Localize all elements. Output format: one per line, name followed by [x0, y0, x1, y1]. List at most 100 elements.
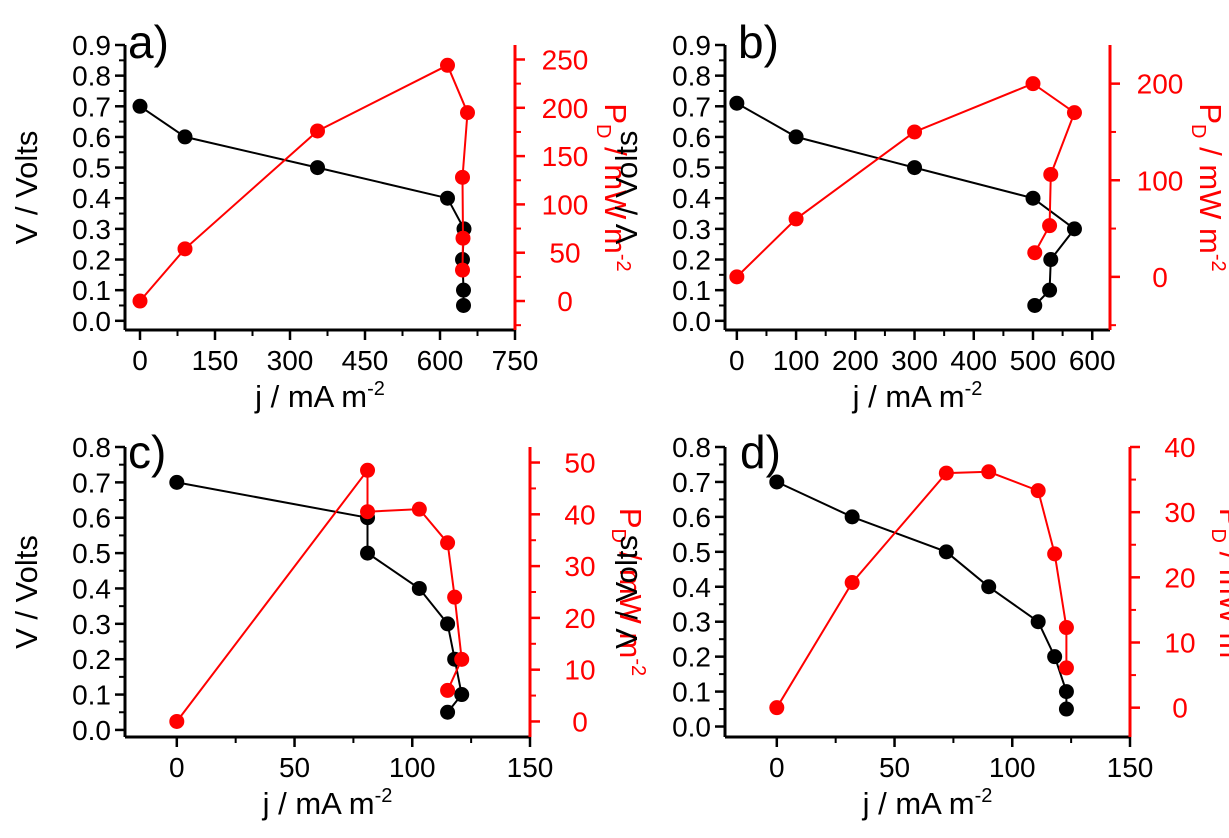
left-y-tick-label: 0.3 [672, 607, 711, 638]
right-y-tick-label: 40 [1164, 432, 1195, 463]
voltage-data-point [1042, 282, 1058, 298]
voltage-data-point [1058, 684, 1074, 700]
right-y-title-rest: / mW m [613, 543, 648, 658]
power-data-point [1058, 660, 1074, 676]
voltage-data-point [169, 474, 185, 490]
right-y-title-superscript: -2 [1207, 254, 1229, 272]
right-y-tick-label: 250 [542, 44, 589, 75]
power-data-point [455, 169, 470, 185]
left-y-tick-label: 0.6 [672, 122, 711, 153]
x-tick-label: 300 [267, 345, 314, 376]
voltage-data-point [1066, 221, 1082, 237]
left-y-tick-label: 0.3 [72, 609, 111, 640]
x-tick-label: 400 [950, 345, 997, 376]
power-data-point [360, 504, 376, 520]
x-tick-label: 100 [389, 752, 436, 783]
right-y-tick-label: 10 [1164, 628, 1195, 659]
power-data-point [981, 464, 997, 480]
right-y-title-rest: / mW m [598, 138, 633, 253]
x-tick-label: 50 [279, 752, 310, 783]
left-y-tick-label: 0.9 [672, 30, 711, 61]
right-y-title-main: P [613, 508, 648, 529]
power-data-point [460, 105, 475, 121]
right-y-tick-label: 30 [1164, 497, 1195, 528]
voltage-data-point [456, 297, 471, 313]
power-data-point [455, 262, 470, 278]
power-data-point [169, 713, 185, 729]
right-y-axis-title: PD / mW m-2 [607, 508, 649, 676]
left-y-axis-title: V / Volts [609, 535, 644, 649]
voltage-data-point [907, 160, 923, 176]
left-y-tick-label: 0.6 [672, 502, 711, 533]
left-y-tick-label: 0.2 [672, 642, 711, 673]
power-data-point [729, 269, 745, 285]
right-y-tick-label: 20 [1164, 562, 1195, 593]
x-tick-label: 0 [169, 752, 185, 783]
right-y-title-subscript: D [1207, 529, 1229, 543]
x-tick-label: 600 [417, 345, 464, 376]
voltage-data-point [440, 616, 456, 632]
left-y-tick-label: 0.2 [72, 245, 111, 276]
x-tick-label: 300 [891, 345, 938, 376]
x-tick-label: 0 [769, 752, 785, 783]
x-tick-label: 200 [832, 345, 879, 376]
voltage-data-point [1058, 701, 1074, 717]
x-axis-title-main: j / mA m [254, 379, 367, 414]
power-data-point [411, 501, 427, 517]
voltage-series-line [176, 481, 463, 713]
left-y-tick-label: 0.1 [72, 680, 111, 711]
power-data-point [938, 465, 954, 481]
right-y-tick-label: 20 [564, 603, 595, 634]
x-axis-title-superscript: -2 [367, 378, 385, 400]
right-y-title-main: P [1193, 103, 1228, 124]
power-data-point [844, 575, 860, 591]
voltage-data-point [981, 579, 997, 595]
voltage-data-point [360, 545, 376, 561]
left-y-tick-label: 0.8 [672, 61, 711, 92]
voltage-data-point [1025, 190, 1041, 206]
voltage-data-point [1043, 252, 1059, 268]
left-y-tick-label: 0.0 [672, 712, 711, 743]
left-y-tick-label: 0.1 [672, 677, 711, 708]
power-data-point [177, 241, 193, 257]
right-y-tick-label: 0 [572, 706, 588, 737]
right-y-tick-label: 200 [1137, 69, 1184, 100]
right-y-axis-title: PD / mW m-2 [1187, 103, 1229, 271]
x-axis-title-main: j / mA m [862, 786, 975, 821]
right-y-tick-label: 0 [1152, 262, 1168, 293]
x-axis-title: j / mA m-2 [262, 785, 393, 821]
panel-label: b) [738, 16, 779, 68]
power-data-point [132, 293, 148, 309]
x-tick-label: 600 [1069, 345, 1116, 376]
right-y-title-superscript: -2 [627, 658, 649, 676]
left-y-tick-label: 0.8 [672, 432, 711, 463]
power-data-point [440, 57, 455, 73]
left-y-axis-title: V / Volts [609, 131, 644, 245]
chart-panel-d: 0 50 100 150 0.0 0.1 0.2 0.3 0.4 0.5 0.6 0.7 0.8 0 10 2… [609, 426, 1229, 821]
voltage-data-point [411, 580, 427, 596]
voltage-data-point [938, 544, 954, 560]
power-data-point [1030, 483, 1046, 499]
right-y-tick-label: 10 [564, 655, 595, 686]
power-series-line [775, 470, 1068, 709]
power-data-point [1043, 166, 1059, 182]
left-y-tick-label: 0.7 [72, 467, 111, 498]
voltage-data-point [440, 704, 456, 720]
left-y-tick-label: 0.5 [672, 153, 711, 184]
chart-panel-a: 0 150 300 450 600 750 0.00.10.20.30.40.50.60.7… [9, 16, 634, 414]
right-y-tick-label: 50 [564, 448, 595, 479]
voltage-series-line [776, 480, 1068, 709]
right-y-title-subscript: D [592, 124, 614, 138]
left-y-tick-label: 0.5 [672, 537, 711, 568]
power-data-point [1025, 76, 1041, 92]
right-y-tick-label: 0 [1172, 693, 1188, 724]
x-tick-label: 500 [1010, 345, 1057, 376]
power-data-point [455, 230, 471, 246]
x-axis-title-main: j / mA m [262, 786, 375, 821]
left-y-tick-label: 0.0 [672, 306, 711, 337]
left-y-tick-label: 0.1 [672, 275, 711, 306]
power-data-point [1058, 620, 1074, 636]
right-y-tick-label: 30 [564, 551, 595, 582]
left-y-tick-label: 0.3 [72, 214, 111, 245]
